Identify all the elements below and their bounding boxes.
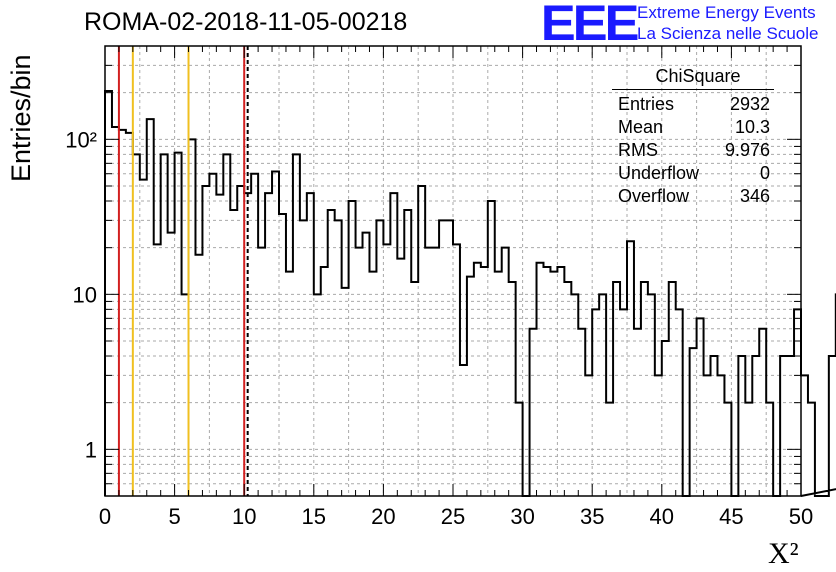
logo-line-1: Extreme Energy Events: [637, 3, 816, 22]
x-tick-label: 50: [789, 504, 813, 529]
eee-logo: EEE: [540, 0, 640, 51]
stats-value: 0: [759, 163, 770, 183]
stats-label: Underflow: [618, 163, 700, 183]
x-tick-label: 35: [580, 504, 604, 529]
histogram-series: [104, 89, 836, 497]
x-tick-label: 15: [302, 504, 326, 529]
x-tick-label: 25: [441, 504, 465, 529]
y-axis-label: Entries/bin: [6, 54, 36, 182]
stats-row-entries: Entries 2932: [612, 93, 774, 116]
x-tick-label: 10: [232, 504, 256, 529]
x-tick-label: 20: [371, 504, 395, 529]
chart-title: ROMA-02-2018-11-05-00218: [84, 8, 408, 36]
stats-row-rms: RMS 9.976: [612, 139, 774, 162]
stats-label: Mean: [618, 117, 664, 137]
x-tick-label: 40: [650, 504, 674, 529]
y-tick-label: 1: [85, 437, 97, 462]
x-tick-label: 0: [99, 504, 111, 529]
stats-row-mean: Mean 10.3: [612, 116, 774, 139]
stats-row-overflow: Overflow 346: [612, 185, 774, 208]
x-tick-label: 30: [510, 504, 534, 529]
stats-value: 9.976: [724, 140, 770, 160]
stats-label: Overflow: [618, 186, 690, 206]
stats-box: ChiSquare Entries 2932 Mean 10.3 RMS 9.9…: [612, 66, 774, 208]
stats-label: Entries: [618, 94, 675, 114]
y-tick-label: 10: [73, 282, 97, 307]
stats-title: ChiSquare: [655, 66, 741, 86]
y-tick-label: 10²: [65, 127, 97, 152]
stats-value: 346: [739, 186, 770, 206]
x-tick-label: 5: [168, 504, 180, 529]
stats-label: RMS: [618, 140, 658, 160]
stats-divider: [612, 89, 774, 90]
x-axis-label: X²: [768, 537, 799, 570]
x-tick-label: 45: [719, 504, 743, 529]
logo-line-2: La Scienza nelle Scuole: [637, 24, 819, 43]
stats-value: 2932: [729, 94, 770, 114]
stats-value: 10.3: [734, 117, 770, 137]
stats-row-underflow: Underflow 0: [612, 162, 774, 185]
